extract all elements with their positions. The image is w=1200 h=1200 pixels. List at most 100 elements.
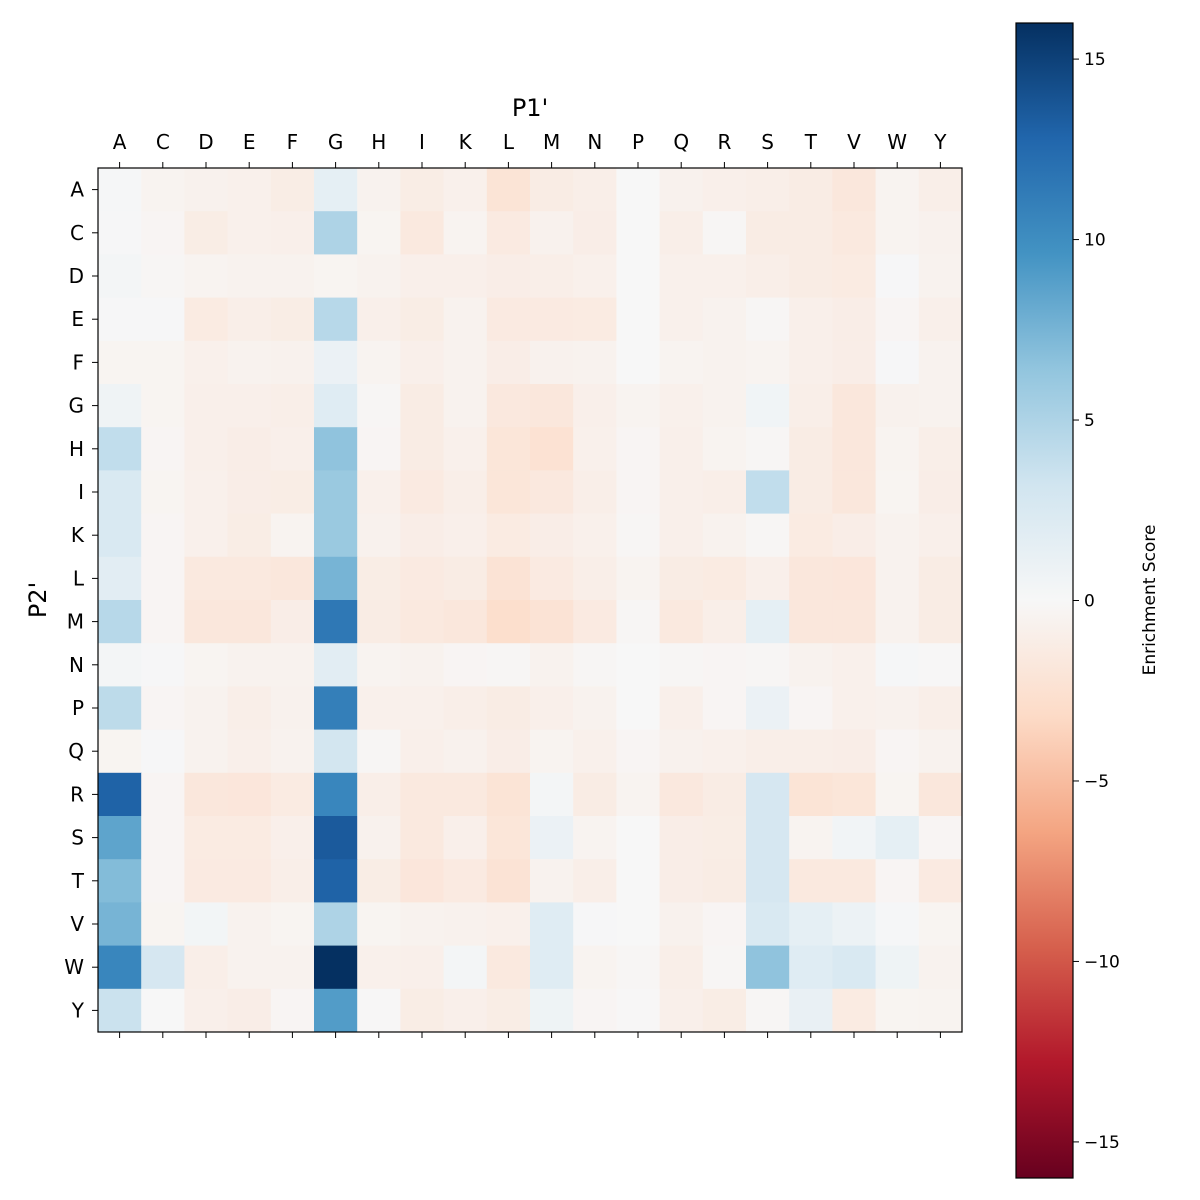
cell-M-I: [400, 600, 445, 644]
cell-A-Y: [918, 168, 963, 212]
cell-R-P: [616, 772, 661, 817]
cell-L-C: [141, 556, 185, 601]
cell-N-G: [314, 643, 358, 687]
cell-S-H: [357, 816, 401, 860]
cell-C-M: [530, 211, 574, 255]
cell-D-L: [486, 254, 531, 299]
cell-R-K: [443, 772, 488, 817]
cell-E-R: [702, 297, 747, 342]
cell-G-M: [530, 384, 574, 428]
cell-E-S: [746, 297, 790, 342]
cell-T-Q: [659, 859, 704, 903]
cell-I-N: [573, 470, 617, 515]
cell-P-A: [98, 686, 142, 731]
cell-L-P: [616, 556, 661, 601]
cell-W-M: [530, 945, 574, 990]
cell-A-C: [141, 168, 185, 212]
cell-K-K: [443, 513, 488, 558]
cell-A-Q: [659, 168, 704, 212]
cell-G-V: [832, 384, 877, 428]
colorbar-tick-label: −10: [1084, 952, 1120, 972]
cell-W-A: [98, 945, 142, 990]
cell-E-F: [270, 297, 315, 342]
cell-S-C: [141, 816, 185, 860]
cell-E-N: [573, 297, 617, 342]
cell-F-A: [98, 340, 142, 385]
x-tick-label: M: [543, 130, 560, 154]
cell-A-T: [789, 168, 833, 212]
cell-I-I: [400, 470, 445, 515]
y-tick-label: N: [69, 653, 84, 677]
cell-Q-Y: [918, 729, 963, 774]
cell-A-D: [184, 168, 229, 212]
cell-S-G: [314, 816, 358, 860]
cell-I-Q: [659, 470, 704, 515]
cell-R-H: [357, 772, 401, 817]
cell-V-S: [746, 902, 790, 947]
cell-W-T: [789, 945, 833, 990]
cell-M-E: [227, 600, 272, 644]
cell-Y-C: [141, 988, 185, 1033]
cell-W-S: [746, 945, 790, 990]
heatmap-cells: [98, 168, 963, 1033]
cell-P-T: [789, 686, 833, 731]
cell-P-K: [443, 686, 488, 731]
cell-Y-H: [357, 988, 401, 1033]
cell-G-N: [573, 384, 617, 428]
y-tick-label: C: [70, 221, 84, 245]
cell-F-R: [702, 340, 747, 385]
cell-S-W: [875, 816, 920, 860]
cell-K-H: [357, 513, 401, 558]
cell-Y-L: [486, 988, 531, 1033]
cell-R-V: [832, 772, 877, 817]
cell-R-R: [702, 772, 747, 817]
cell-F-C: [141, 340, 185, 385]
cell-Y-R: [702, 988, 747, 1033]
cell-G-Y: [918, 384, 963, 428]
cell-G-T: [789, 384, 833, 428]
cell-I-E: [227, 470, 272, 515]
cell-G-E: [227, 384, 272, 428]
cell-D-G: [314, 254, 358, 299]
cell-A-G: [314, 168, 358, 212]
cell-L-K: [443, 556, 488, 601]
cell-L-Q: [659, 556, 704, 601]
cell-C-F: [270, 211, 315, 255]
cell-L-I: [400, 556, 445, 601]
cell-P-S: [746, 686, 790, 731]
x-tick-label: V: [847, 130, 861, 154]
cell-W-V: [832, 945, 877, 990]
cell-T-L: [486, 859, 531, 903]
cell-Y-K: [443, 988, 488, 1033]
cell-R-M: [530, 772, 574, 817]
cell-G-I: [400, 384, 445, 428]
y-tick-label: P: [72, 696, 84, 720]
cell-R-S: [746, 772, 790, 817]
cell-K-R: [702, 513, 747, 558]
cell-K-M: [530, 513, 574, 558]
cell-A-N: [573, 168, 617, 212]
cell-H-W: [875, 427, 920, 471]
cell-W-N: [573, 945, 617, 990]
cell-R-Q: [659, 772, 704, 817]
cell-Y-D: [184, 988, 229, 1033]
cell-R-E: [227, 772, 272, 817]
cell-T-C: [141, 859, 185, 903]
cell-R-I: [400, 772, 445, 817]
cell-Q-T: [789, 729, 833, 774]
cell-K-D: [184, 513, 229, 558]
y-tick-label: R: [70, 782, 84, 806]
cell-Q-E: [227, 729, 272, 774]
cell-S-A: [98, 816, 142, 860]
cell-D-R: [702, 254, 747, 299]
cell-H-G: [314, 427, 358, 471]
cell-N-Y: [918, 643, 963, 687]
y-tick-label: I: [78, 480, 84, 504]
cell-P-I: [400, 686, 445, 731]
cell-H-D: [184, 427, 229, 471]
x-tick-label: D: [198, 130, 213, 154]
cell-D-Y: [918, 254, 963, 299]
cell-E-G: [314, 297, 358, 342]
cell-R-T: [789, 772, 833, 817]
cell-D-T: [789, 254, 833, 299]
